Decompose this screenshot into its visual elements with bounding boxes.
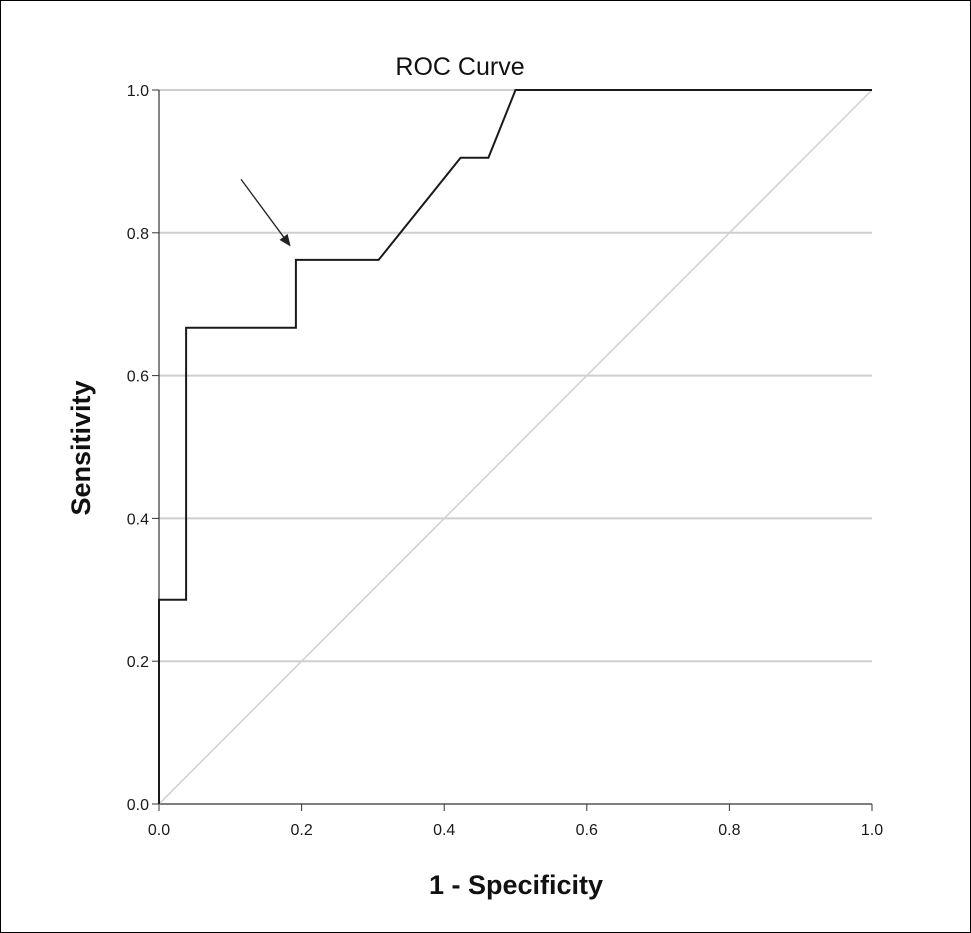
annotation-arrow xyxy=(240,178,291,247)
y-tick-label: 0.6 xyxy=(127,369,149,386)
y-tick-label: 1.0 xyxy=(127,83,149,100)
chart-title: ROC Curve xyxy=(395,53,524,81)
roc-curve-line xyxy=(158,89,872,804)
tick-layer: 0.0 0.2 0.4 0.6 0.8 1.0 0.0 0.2 0.4 0.6 0.8 1.0 xyxy=(127,83,883,839)
y-axis-title: Sensitivity xyxy=(66,380,96,515)
reference-diagonal-line xyxy=(158,89,873,805)
x-tick-label: 1.0 xyxy=(861,822,883,839)
y-tick-label: 0.8 xyxy=(127,226,149,243)
x-tick-label: 0.6 xyxy=(576,822,598,839)
x-tick-label: 0.0 xyxy=(148,822,170,839)
y-tick-label: 0.0 xyxy=(127,797,149,814)
series-layer xyxy=(158,89,873,805)
x-tick-label: 0.2 xyxy=(290,822,312,839)
annotation-layer xyxy=(240,178,291,247)
x-tick-label: 0.4 xyxy=(433,822,455,839)
y-tick-label: 0.2 xyxy=(127,654,149,671)
grid-layer xyxy=(159,89,872,663)
y-tick-label: 0.4 xyxy=(127,511,149,528)
x-tick-label: 0.8 xyxy=(718,822,740,839)
x-axis-title: 1 - Specificity xyxy=(429,870,603,900)
